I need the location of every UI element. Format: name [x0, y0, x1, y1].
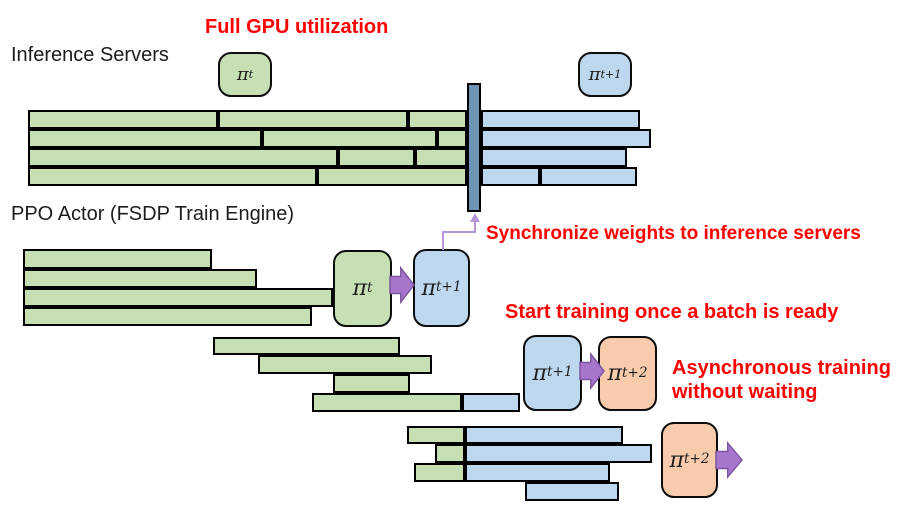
- inference-row3-seg2: [338, 148, 415, 167]
- sync-connector-arrowhead-icon: [470, 213, 480, 222]
- inference-row2-seg2: [262, 129, 437, 148]
- actor-batch3-bar2-green: [435, 444, 465, 463]
- inference-row2-seg1: [28, 129, 262, 148]
- actor-batch1-bar4: [23, 307, 312, 326]
- pi-symbol: π: [236, 64, 249, 85]
- actor-batch2-bar1: [213, 337, 400, 355]
- inference-row1-blue: [481, 110, 640, 129]
- actor-batch2-bar4-blue: [462, 393, 520, 412]
- inference-row3-blue: [481, 148, 627, 167]
- actor-batch1-bar1: [23, 249, 212, 269]
- update-arrow-t2-out: [715, 440, 743, 480]
- actor-batch2-bar3: [333, 374, 410, 393]
- inference-row3-seg1: [28, 148, 338, 167]
- pi-subscript: t+2: [621, 364, 648, 381]
- async-training-annotation: Asynchronous training without waiting: [672, 356, 891, 404]
- actor-batch2-bar4-green: [312, 393, 462, 412]
- actor-batch2-bar2: [258, 355, 432, 374]
- inference-row4-blue1: [481, 167, 540, 186]
- ppo-actor-label: PPO Actor (FSDP Train Engine): [11, 203, 295, 225]
- pi-symbol: π: [352, 276, 367, 301]
- pi-subscript: t: [248, 67, 254, 81]
- pi-subscript: t: [366, 279, 373, 296]
- actor-batch3-bar4-blue: [525, 482, 619, 501]
- inference-row2-seg3: [437, 129, 467, 148]
- inference-row4-seg2: [317, 167, 467, 186]
- pi-subscript: t+1: [546, 364, 573, 381]
- policy-box-pi-t1-inference: π t+1: [578, 52, 632, 97]
- pi-symbol: π: [588, 64, 601, 85]
- actor-batch3-bar3-blue: [465, 463, 610, 482]
- inference-row3-seg3: [415, 148, 467, 167]
- policy-box-pi-t2-batch3: π t+2: [661, 422, 718, 498]
- update-arrow-t-to-t1: [389, 265, 415, 305]
- pi-symbol: π: [669, 447, 684, 473]
- policy-box-pi-t1-actor: π t+1: [413, 249, 470, 327]
- inference-row1-seg2: [218, 110, 408, 129]
- weight-sync-bar: [467, 83, 481, 212]
- inference-row1-seg1: [28, 110, 218, 129]
- pi-symbol: π: [532, 360, 547, 386]
- inference-row2-blue: [481, 129, 651, 148]
- async-training-line2: without waiting: [672, 381, 818, 403]
- pi-subscript: t+2: [683, 451, 710, 468]
- async-training-line1: Asynchronous training: [672, 357, 891, 379]
- pi-symbol: π: [607, 361, 622, 386]
- pi-symbol: π: [421, 275, 436, 301]
- inference-row1-seg3: [408, 110, 467, 129]
- start-training-annotation: Start training once a batch is ready: [505, 301, 839, 323]
- inference-row4-blue2: [540, 167, 637, 186]
- actor-batch3-bar1-green: [407, 426, 465, 444]
- actor-batch3-bar3-green: [414, 463, 465, 482]
- actor-batch3-bar2-blue: [465, 444, 652, 463]
- pi-subscript: t+1: [435, 279, 462, 296]
- actor-batch1-bar2: [23, 269, 257, 288]
- sync-connector: [442, 221, 476, 250]
- sync-weights-annotation: Synchronize weights to inference servers: [486, 223, 861, 244]
- actor-batch3-bar1-blue: [465, 426, 623, 444]
- actor-batch1-bar3: [23, 288, 333, 307]
- full-gpu-annotation: Full GPU utilization: [205, 16, 389, 38]
- policy-box-pi-t2-batch2: π t+2: [598, 336, 657, 411]
- inference-servers-label: Inference Servers: [11, 44, 169, 66]
- policy-box-pi-t1-batch2: π t+1: [523, 335, 582, 411]
- pi-subscript: t+1: [600, 67, 622, 81]
- inference-row4-seg1: [28, 167, 317, 186]
